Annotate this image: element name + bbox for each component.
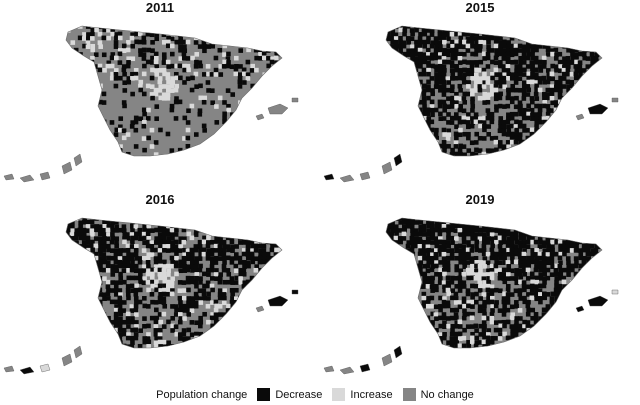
legend-swatch-decrease <box>257 388 271 401</box>
island-4 <box>19 174 35 183</box>
island-7 <box>73 153 83 167</box>
island-1 <box>575 305 585 313</box>
island-0 <box>587 103 609 115</box>
legend-label: Increase <box>350 388 393 401</box>
island-2 <box>291 97 299 103</box>
municipality-cells <box>386 26 602 156</box>
spain-map <box>3 217 299 375</box>
island-1 <box>255 305 265 313</box>
spain-map <box>323 217 619 375</box>
legend-item-increase: Increase <box>332 388 393 401</box>
island-5 <box>39 171 51 181</box>
island-3 <box>323 173 335 181</box>
island-7 <box>73 345 83 359</box>
legend-title: Population change <box>156 388 248 401</box>
island-2 <box>291 289 299 295</box>
island-2 <box>611 289 619 295</box>
island-5 <box>359 171 371 181</box>
island-1 <box>575 113 585 121</box>
island-0 <box>267 295 289 307</box>
map-panel-2011: 2011 <box>0 0 320 185</box>
peninsula-outline <box>65 25 283 157</box>
island-3 <box>323 365 335 373</box>
island-4 <box>339 366 355 375</box>
legend-swatch-no-change <box>402 388 416 401</box>
panel-title: 2011 <box>145 0 175 15</box>
island-3 <box>3 365 15 373</box>
island-4 <box>339 174 355 183</box>
legend-label: Decrease <box>275 388 323 401</box>
island-6 <box>381 161 393 175</box>
island-5 <box>359 363 371 373</box>
island-1 <box>255 113 265 121</box>
peninsula-outline <box>65 217 283 349</box>
panel-title: 2019 <box>465 192 495 207</box>
map-panel-2015: 2015 <box>320 0 640 185</box>
island-6 <box>61 353 73 367</box>
island-3 <box>3 173 15 181</box>
peninsula-outline <box>385 217 603 349</box>
spain-map <box>323 25 619 183</box>
map-panel-2019: 2019 <box>320 192 640 377</box>
spain-map <box>3 25 299 183</box>
island-5 <box>39 363 51 373</box>
island-4 <box>19 366 35 375</box>
island-0 <box>587 295 609 307</box>
legend-label: No change <box>420 388 474 401</box>
legend-item-no-change: No change <box>402 388 474 401</box>
panel-title: 2015 <box>465 0 495 15</box>
panel-title: 2016 <box>145 192 175 207</box>
peninsula-outline <box>385 25 603 157</box>
island-6 <box>381 353 393 367</box>
map-panel-2016: 2016 <box>0 192 320 377</box>
island-6 <box>61 161 73 175</box>
island-0 <box>267 103 289 115</box>
island-7 <box>393 345 403 359</box>
legend: Population change Decrease Increase No c… <box>0 388 640 401</box>
island-7 <box>393 153 403 167</box>
legend-item-decrease: Decrease <box>257 388 322 401</box>
island-2 <box>611 97 619 103</box>
legend-swatch-increase <box>332 388 346 401</box>
